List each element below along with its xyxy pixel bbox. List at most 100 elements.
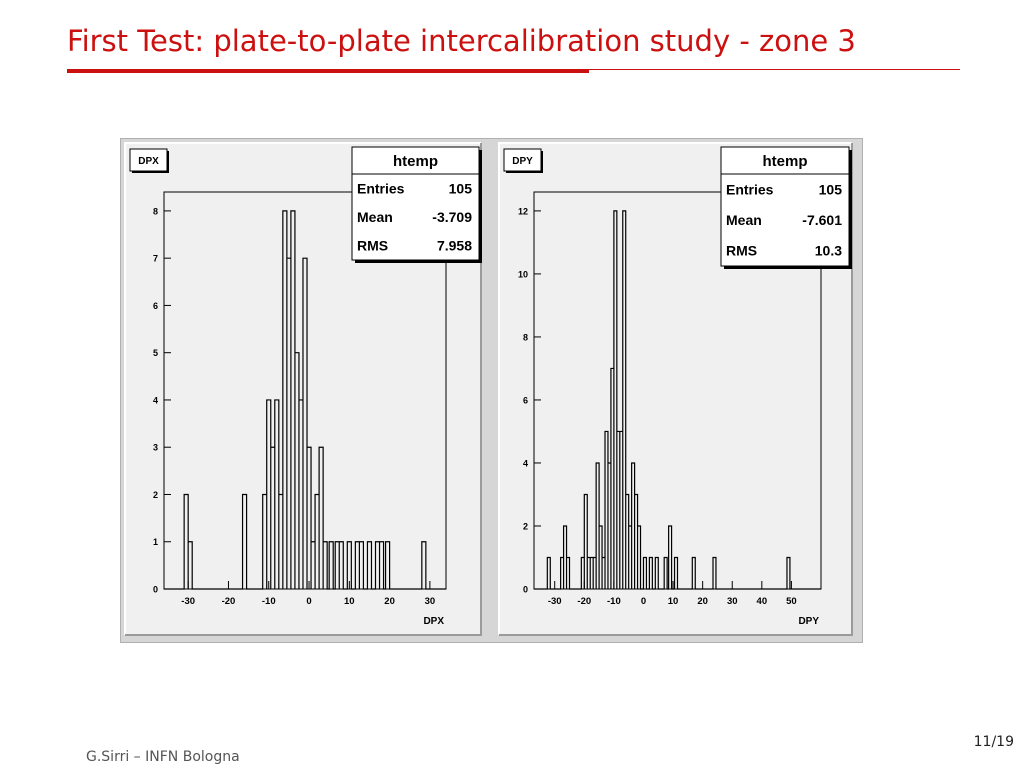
chart-canvas-frame: 0 1 2 3 4 5 6 7 8 -30 -20 -10 0 10 20 30 DPX DPX htemp Entr… — [120, 138, 863, 643]
pad-bevel-light — [124, 142, 481, 635]
histogram-bin — [295, 353, 299, 589]
x-tick-label: -20 — [577, 596, 591, 607]
histogram-bin — [299, 400, 303, 589]
x-tick-label: -30 — [181, 596, 195, 607]
histogram-bin — [188, 542, 192, 589]
x-tick-label: 30 — [425, 596, 436, 607]
x-tick-label: 0 — [306, 596, 311, 607]
histogram-bin — [605, 431, 608, 589]
y-tick-label: 12 — [518, 206, 528, 216]
histogram-bin — [267, 400, 271, 589]
y-tick-label: 8 — [523, 332, 528, 342]
stats-title: htemp — [393, 153, 438, 170]
histogram-bin — [602, 557, 605, 589]
histogram-bin — [380, 542, 384, 589]
histogram-bin — [283, 211, 287, 589]
y-tick-label: 0 — [153, 585, 158, 595]
y-tick-label: 8 — [153, 206, 158, 216]
histogram-bin — [617, 431, 620, 589]
histogram-bin — [635, 494, 638, 589]
y-tick-label: 2 — [153, 490, 158, 500]
stats-mean-label: Mean — [726, 212, 762, 228]
y-tick-label: 2 — [523, 521, 528, 531]
x-tick-label: -10 — [262, 596, 276, 607]
histogram-bin — [263, 494, 267, 589]
stats-title: htemp — [763, 153, 808, 170]
histogram-bin — [287, 258, 291, 589]
histogram-bin — [638, 526, 641, 589]
histogram-bin — [335, 542, 339, 589]
y-tick-label: 4 — [153, 395, 158, 405]
histogram-bin — [614, 211, 617, 589]
histogram-bin — [359, 542, 363, 589]
x-tick-label: 20 — [384, 596, 395, 607]
x-tick-label: 20 — [697, 596, 708, 607]
pad-label-box — [129, 148, 168, 172]
x-axis-title: DPX — [423, 616, 444, 627]
slide-title: First Test: plate-to-plate intercalibrat… — [67, 24, 856, 58]
histogram-bin — [319, 447, 323, 589]
histogram-bin — [620, 431, 623, 589]
histogram-bin — [386, 542, 390, 589]
stats-mean-label: Mean — [357, 209, 393, 225]
histogram-bin — [632, 463, 635, 589]
x-tick-label: 30 — [727, 596, 738, 607]
stats-entries-value: 105 — [449, 180, 473, 196]
x-axis-title: DPY — [798, 616, 819, 627]
histogram-bin — [275, 400, 279, 589]
histogram-bin — [329, 542, 333, 589]
histogram-bin — [675, 557, 678, 589]
histogram-bin — [590, 557, 593, 589]
histogram-bin — [655, 557, 658, 589]
histogram-bin — [611, 368, 614, 589]
x-tick-label: 10 — [668, 596, 679, 607]
histogram-bin — [669, 526, 672, 589]
histogram-bin — [584, 494, 587, 589]
y-tick-label: 6 — [523, 395, 528, 405]
histogram-bin — [291, 211, 295, 589]
y-tick-label: 5 — [153, 348, 158, 358]
stats-rms-value: 10.3 — [815, 243, 842, 259]
histogram-bin — [561, 557, 564, 589]
page-number: 11/19 — [973, 734, 1014, 750]
title-underline-accent — [67, 69, 589, 73]
stats-rms-label: RMS — [726, 243, 757, 259]
y-tick-label: 1 — [153, 537, 158, 547]
pad-bevel-dark — [125, 143, 482, 636]
histogram-bin — [376, 542, 380, 589]
histogram-bin — [787, 557, 790, 589]
pad-label-box — [503, 148, 542, 172]
histogram-bin — [593, 557, 596, 589]
histogram-bin — [243, 494, 247, 589]
histogram-bin — [692, 557, 695, 589]
y-tick-label: 10 — [518, 269, 528, 279]
histogram-bin — [422, 542, 426, 589]
x-tick-label: 40 — [757, 596, 768, 607]
stats-mean-value: -3.709 — [432, 209, 472, 225]
histogram-bin — [311, 542, 315, 589]
pad-bevel-dark — [499, 143, 853, 636]
histogram-bin — [339, 542, 343, 589]
y-tick-label: 0 — [523, 585, 528, 595]
stats-entries-label: Entries — [726, 181, 774, 197]
histogram-bin — [279, 494, 283, 589]
histogram-bin — [564, 526, 567, 589]
histogram-bin — [608, 463, 611, 589]
histogram-bin — [599, 526, 602, 589]
y-tick-label: 3 — [153, 443, 158, 453]
histogram-bin — [323, 542, 327, 589]
histogram-outline — [164, 210, 446, 590]
histogram-outline — [534, 210, 821, 590]
histogram-bin — [303, 258, 307, 589]
histogram-bin — [315, 494, 319, 589]
histogram-bin — [649, 557, 652, 589]
histogram-bin — [587, 557, 590, 589]
stats-entries-value: 105 — [819, 181, 843, 197]
histogram-pad-dpx: 0 1 2 3 4 5 6 7 8 -30 -20 -10 0 10 20 30 DPX DPX htemp Entr… — [124, 142, 482, 636]
histogram-bin — [271, 447, 275, 589]
x-tick-label: -10 — [607, 596, 621, 607]
histogram-bin — [664, 557, 667, 589]
stats-box — [351, 146, 480, 261]
